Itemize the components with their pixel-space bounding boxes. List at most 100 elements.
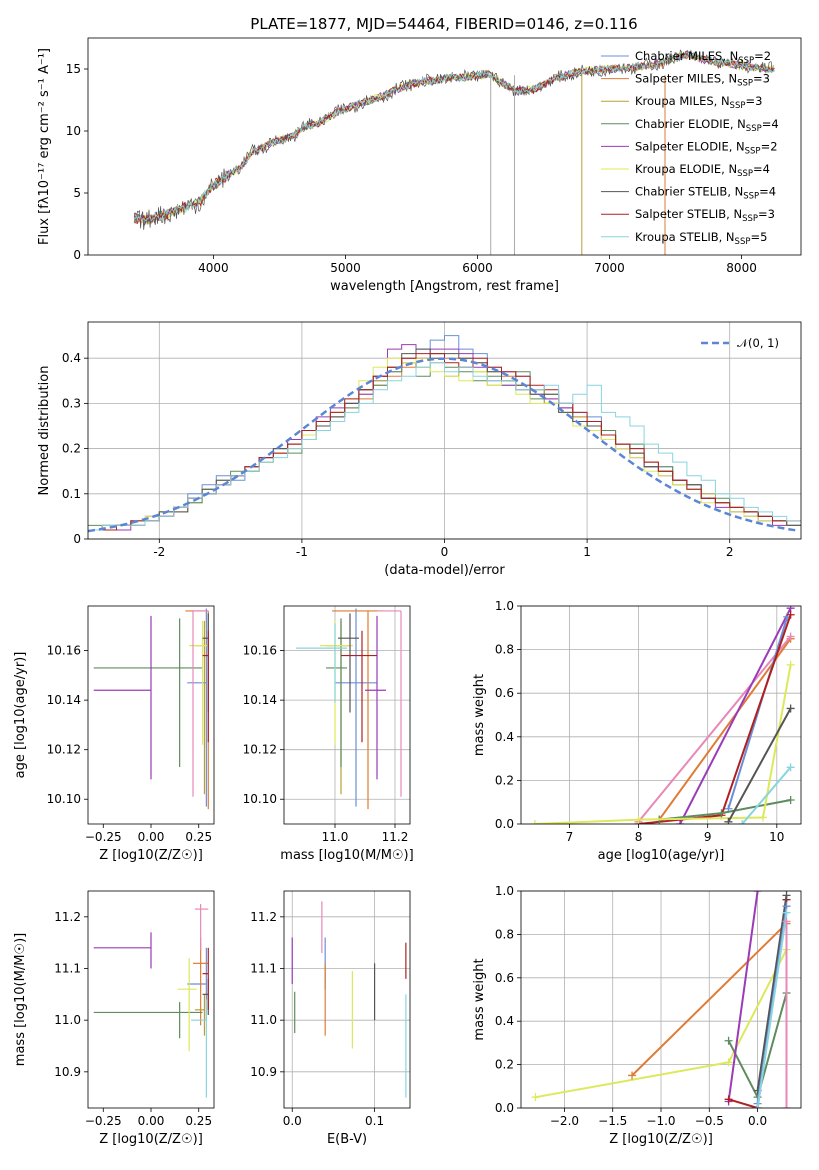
mass-weight-line — [534, 664, 792, 824]
x-axis-label: age [log10(age/yr)] — [598, 848, 725, 863]
x-tick-label: 2 — [726, 545, 734, 559]
spectrum-line — [133, 51, 775, 223]
y-tick-label: 0.8 — [495, 643, 514, 657]
axes-frame — [87, 37, 802, 256]
errorbar-point — [93, 1002, 203, 1039]
x-tick-label: −0.25 — [85, 830, 122, 844]
y-tick-label: 10.16 — [243, 644, 277, 658]
y-tick-label: 10.9 — [54, 1065, 81, 1079]
mass-weight-marker — [786, 763, 795, 772]
y-tick-label: 0.4 — [495, 730, 514, 744]
x-tick-label: 0.25 — [185, 1114, 212, 1128]
axes-spectrum: 4000 5000 6000 7000 8000 0 5 10 15 wavelength [An… — [37, 37, 802, 294]
y-tick-label: 10 — [66, 124, 81, 138]
y-tick-label: 11.2 — [54, 910, 81, 924]
plot-area — [93, 608, 209, 810]
mass-weight-marker — [738, 820, 747, 824]
mass-weight-marker — [782, 917, 791, 926]
plot-area — [530, 606, 795, 824]
mass-weight-line — [679, 607, 792, 824]
y-tick-label: 11.2 — [250, 910, 277, 924]
y-tick-label: 0.0 — [495, 817, 514, 831]
legend-entry-tail: =4 — [759, 185, 776, 199]
y-tick-label: 15 — [66, 62, 81, 76]
axes-frame — [283, 890, 411, 1109]
axes-weight-vs-age: 7 8 9 10 0.0 0.2 0.4 0.6 0.8 1.0 age [log10(age/yr… — [472, 599, 802, 863]
y-tick-label: 10.14 — [243, 693, 277, 707]
histogram-step — [88, 362, 801, 531]
mass-weight-marker — [724, 817, 733, 824]
x-tick-label: 10 — [769, 830, 784, 844]
y-tick-label: 10.12 — [47, 743, 81, 757]
mass-weight-line — [631, 922, 788, 1077]
y-tick-label: 11.1 — [54, 962, 81, 976]
y-tick-label: 10.10 — [243, 792, 277, 806]
mass-weight-line — [756, 912, 788, 1108]
errorbar-point — [202, 947, 209, 1010]
mass-weight-marker — [786, 610, 795, 619]
y-tick-label: 0.2 — [495, 1058, 514, 1072]
axes-frame — [520, 605, 802, 825]
x-tick-label: 0.1 — [365, 1114, 384, 1128]
legend-entry: Kroupa STELIB, NSSP=5 — [635, 230, 767, 247]
x-tick-label: 1 — [583, 545, 591, 559]
mass-weight-marker — [531, 1093, 540, 1102]
x-tick-label: −0.5 — [695, 1114, 724, 1128]
legend-entry-tail: =3 — [758, 207, 775, 221]
mass-weight-line — [727, 708, 792, 823]
y-axis-label: Flux [fλ10⁻¹⁷ erg cm⁻² s⁻¹ A⁻¹] — [37, 48, 52, 245]
mass-weight-marker — [676, 820, 685, 824]
legend-entry-main: Salpeter MILES, N — [635, 72, 737, 86]
x-tick-label: −1.5 — [598, 1114, 627, 1128]
mass-weight-marker — [786, 704, 795, 713]
errorbar-point — [187, 608, 207, 807]
legend-entry: Chabrier ELODIE, NSSP=4 — [635, 117, 779, 134]
axes-age-vs-Z: −0.25 0.00 0.25 10.10 10.12 10.14 10.16 Z [log1… — [13, 605, 215, 863]
mass-weight-marker — [717, 809, 726, 818]
y-tick-label: 5 — [73, 186, 81, 200]
errorbar-point — [335, 608, 377, 807]
x-tick-label: 0 — [441, 545, 449, 559]
errorbar-point — [189, 620, 209, 745]
axes-mass-vs-Z: −0.25 0.00 0.25 10.9 11.0 11.1 11.2 Z [log10(Z/… — [13, 890, 215, 1147]
x-tick-label: 6000 — [462, 261, 493, 275]
plot-area — [88, 335, 801, 533]
x-tick-label: 5000 — [330, 261, 361, 275]
legend-entry-tail: =4 — [762, 117, 779, 131]
mass-weight-marker — [753, 891, 762, 895]
plot-area — [296, 608, 402, 810]
x-tick-label: −1.0 — [646, 1114, 675, 1128]
y-tick-label: 0.2 — [62, 442, 81, 456]
x-tick-label: −0.25 — [85, 1114, 122, 1128]
errorbar-point — [202, 613, 209, 713]
errorbar-point — [194, 903, 209, 951]
x-tick-label: 0.0 — [283, 1114, 302, 1128]
mass-weight-marker — [786, 796, 795, 805]
legend-entry-sub: SSP — [745, 146, 761, 156]
x-axis-label: mass [log10(M/M☉)] — [280, 848, 413, 863]
axes-frame — [87, 890, 215, 1109]
legend-entry: 𝒩(0, 1) — [737, 336, 779, 350]
errorbar-point — [194, 994, 206, 1036]
legend-entry: Kroupa MILES, NSSP=3 — [635, 94, 762, 111]
x-tick-label: 8 — [635, 830, 643, 844]
y-tick-label: 0 — [73, 248, 81, 262]
x-tick-label: 0.25 — [185, 830, 212, 844]
mass-weight-line — [658, 638, 792, 821]
x-axis-label: (data-model)/error — [384, 563, 505, 578]
legend-entry-tail: =2 — [754, 49, 771, 63]
y-tick-label: 10.10 — [47, 792, 81, 806]
x-axis-label: Z [log10(Z/Z☉)] — [609, 1132, 713, 1147]
y-tick-label: 0.1 — [62, 487, 81, 501]
mass-weight-line — [727, 891, 759, 1102]
errorbar-point — [341, 630, 377, 743]
x-tick-label: 4000 — [198, 261, 229, 275]
legend-entry-main: Chabrier STELIB, N — [635, 185, 743, 199]
x-tick-label: 7000 — [594, 261, 625, 275]
axes-frame — [283, 605, 411, 825]
y-tick-label: 0.3 — [62, 396, 81, 410]
y-tick-label: 10.14 — [47, 693, 81, 707]
x-tick-label: 8000 — [726, 261, 757, 275]
y-tick-label: 0.4 — [495, 1014, 514, 1028]
x-tick-label: 0.0 — [748, 1114, 767, 1128]
